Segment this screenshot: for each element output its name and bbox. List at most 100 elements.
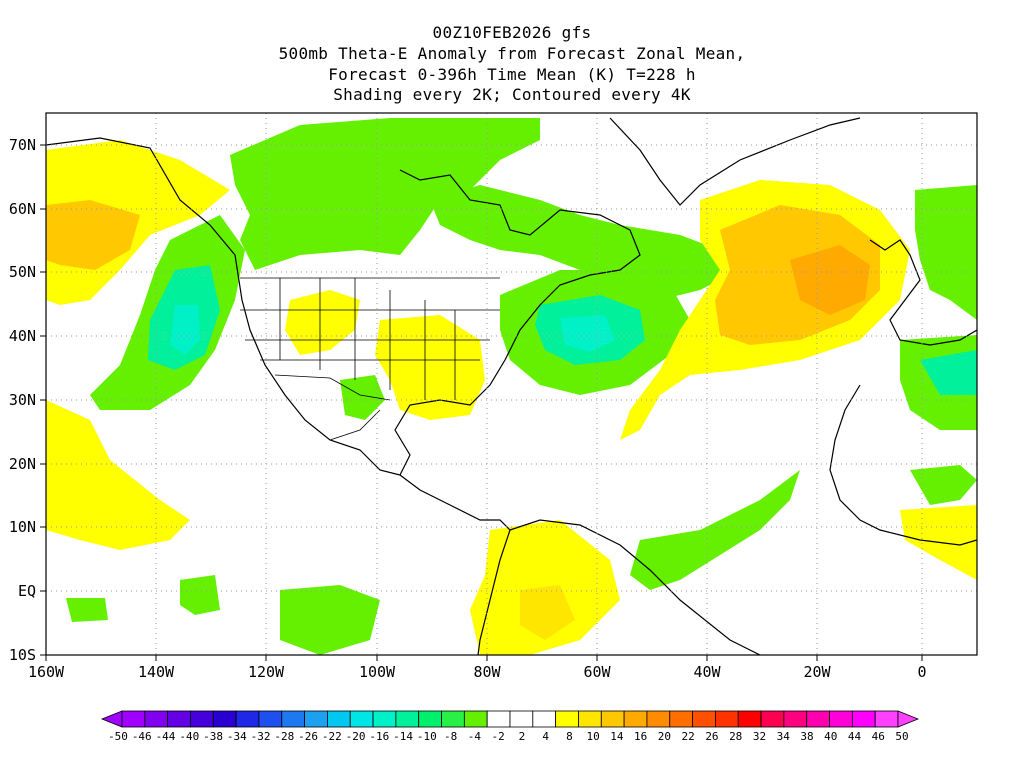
shade-natl-darkorange (790, 245, 870, 315)
colorbar-arrow-left (100, 710, 123, 728)
colorbar-swatch (327, 710, 351, 728)
lat-label: EQ (18, 582, 36, 600)
lon-label: 100W (359, 663, 396, 681)
colorbar-label: -22 (322, 730, 342, 743)
colorbar-label: -26 (298, 730, 318, 743)
colorbar-label: -40 (179, 730, 199, 743)
colorbar-swatch (532, 710, 557, 728)
coast-gulf-east (394, 169, 641, 476)
colorbar-swatch (281, 710, 305, 728)
colorbar-label: 50 (895, 730, 908, 743)
map-frame (45, 112, 978, 656)
coast-west-africa (829, 384, 977, 546)
colorbar-label: -32 (251, 730, 271, 743)
colorbar-label: 38 (800, 730, 813, 743)
shade-texas-green (340, 375, 385, 420)
shade-canada-green (230, 118, 540, 270)
shade-tropatl-green (630, 470, 800, 590)
colorbar-swatch (144, 710, 169, 728)
shade-pacific-orange (46, 200, 140, 270)
colorbar-label: 34 (777, 730, 791, 743)
colorbar-swatch (715, 710, 739, 728)
lat-label: 10S (9, 646, 36, 664)
us-state-grid (240, 278, 500, 400)
lon-label: 160W (28, 663, 65, 681)
colorbar-swatch (418, 710, 442, 728)
colorbar-swatch (212, 710, 237, 728)
lat-label: 30N (9, 391, 36, 409)
colorbar-label: -20 (346, 730, 366, 743)
lon-label: 80W (473, 663, 501, 681)
shade-pacific-cyan (170, 305, 200, 355)
title-line-1: 00Z10FEB2026 gfs (432, 23, 592, 42)
lon-label: 0 (917, 663, 926, 681)
colorbar-swatch (167, 710, 191, 728)
shade-us-yellow-south (375, 315, 485, 420)
colorbar-swatch (486, 710, 511, 728)
colorbar-swatch (760, 710, 785, 728)
colorbar-label: 44 (848, 730, 862, 743)
colorbar-swatch (874, 710, 899, 728)
colorbar-label: -38 (203, 730, 223, 743)
colorbar-label: 46 (872, 730, 885, 743)
colorbar-label: 32 (753, 730, 766, 743)
shade-us-yellow-west (285, 290, 360, 355)
colorbar-swatch (578, 710, 602, 728)
colorbar-label: -28 (274, 730, 294, 743)
colorbar-swatch (509, 710, 534, 728)
coast-central-america (399, 474, 511, 531)
colorbar-swatch (851, 710, 876, 728)
lon-label: 120W (248, 663, 285, 681)
colorbar-swatch (623, 710, 648, 728)
coastline-layer (46, 117, 977, 655)
graticule-layer (46, 113, 977, 655)
colorbar-swatch (806, 710, 830, 728)
shade-europe-green (915, 185, 977, 320)
coast-west-europe (869, 239, 977, 346)
lon-label: 140W (138, 663, 175, 681)
colorbar-label: 22 (682, 730, 695, 743)
colorbar-swatch (349, 710, 374, 728)
colorbar-label: -50 (108, 730, 128, 743)
colorbar-swatch (463, 710, 488, 728)
shade-wafrica-green (910, 465, 977, 505)
colorbar-swatch (441, 710, 465, 728)
colorbar-label: 28 (729, 730, 742, 743)
colorbar-swatch (304, 710, 328, 728)
colorbar-swatch (692, 710, 716, 728)
lat-label: 70N (9, 136, 36, 154)
colorbar-swatch (737, 710, 762, 728)
lon-labels: 160W 140W 120W 100W 80W 60W 40W 20W 0 (28, 663, 927, 681)
colorbar-swatch (395, 710, 420, 728)
title-line-3: Forecast 0-396h Time Mean (K) T=228 h (328, 65, 696, 84)
shade-eqpac-green2 (180, 575, 220, 615)
colorbar-swatch (190, 710, 214, 728)
lat-label: 20N (9, 455, 36, 473)
us-border-south (274, 374, 391, 401)
title-line-2: 500mb Theta-E Anomaly from Forecast Zona… (278, 44, 746, 63)
colorbar-label: -34 (227, 730, 247, 743)
title-line-4: Shading every 2K; Contoured every 4K (333, 85, 691, 104)
state-boundary-layer (240, 277, 500, 441)
lat-labels: 70N 60N 50N 40N 30N 20N 10N EQ 10S (9, 136, 36, 664)
lon-label: 20W (803, 663, 831, 681)
colorbar-swatch (783, 710, 808, 728)
colorbar-swatch (372, 710, 397, 728)
shade-hudson-green (430, 185, 740, 300)
colorbar-label: 2 (519, 730, 526, 743)
colorbar-arrow-right (897, 710, 920, 728)
colorbar-label: 14 (610, 730, 624, 743)
lat-label: 60N (9, 200, 36, 218)
colorbar: -50 -46 -44 -40 -38 -34 -32 -28 -26 -22 -20 -16 -14-… (100, 710, 920, 743)
colorbar-swatch (258, 710, 283, 728)
colorbar-swatch (235, 710, 260, 728)
shade-med-teal (920, 350, 977, 395)
shade-eqpac-green3 (66, 598, 108, 622)
colorbar-label: 4 (542, 730, 549, 743)
colorbar-swatch (669, 710, 693, 728)
colorbar-swatch (121, 710, 146, 728)
coast-greenland (609, 117, 861, 206)
colorbar-label: 10 (587, 730, 600, 743)
mexico-border (329, 409, 381, 441)
